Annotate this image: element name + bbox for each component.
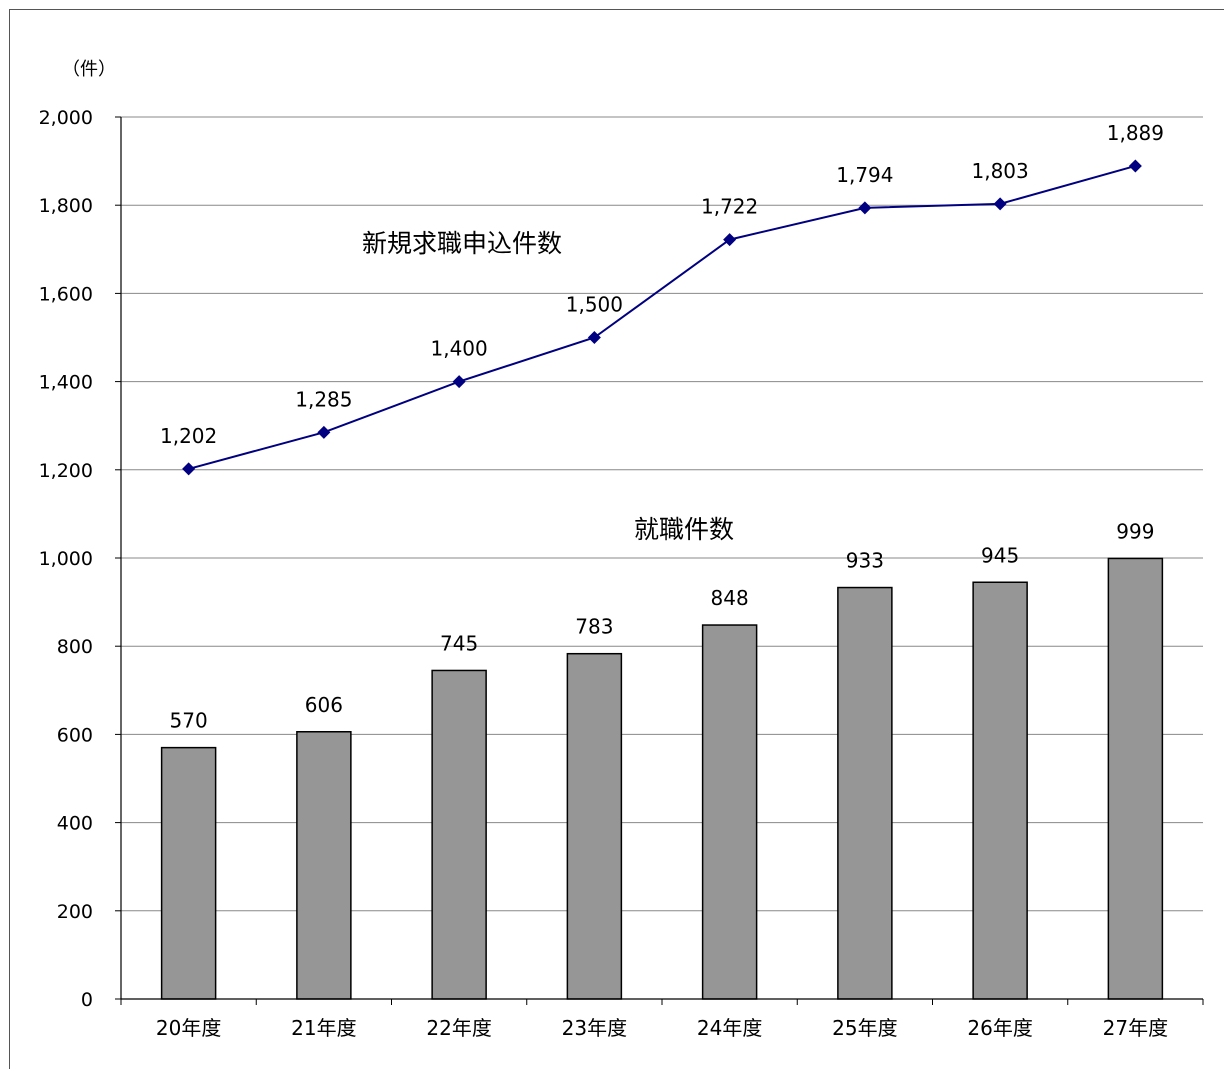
x-tick-label: 25年度 xyxy=(832,1016,897,1040)
bar xyxy=(431,669,487,1000)
y-tick-label: 1,400 xyxy=(39,372,93,394)
bar-value-label: 606 xyxy=(305,693,343,717)
line-value-label: 1,500 xyxy=(566,293,623,317)
line-point xyxy=(452,375,466,389)
bar xyxy=(296,731,352,1000)
bar-value-label: 570 xyxy=(170,709,208,733)
line-point xyxy=(1128,159,1142,173)
bar-value-label: 999 xyxy=(1116,519,1154,543)
gridlines xyxy=(121,116,1203,912)
line-point xyxy=(587,331,601,344)
line-value-label: 1,202 xyxy=(160,424,217,448)
bar-series xyxy=(160,557,1164,1000)
y-tick-label: 1,800 xyxy=(39,195,93,217)
y-tick-label: 600 xyxy=(57,724,93,746)
line-value-label: 1,400 xyxy=(430,337,487,361)
y-tick-label: 1,200 xyxy=(39,460,93,482)
y-tick-label: 800 xyxy=(57,636,93,658)
line-value-label: 1,722 xyxy=(701,195,758,219)
chart-frame xyxy=(9,9,1224,1069)
x-tick-label: 24年度 xyxy=(697,1016,762,1040)
bar-value-label: 933 xyxy=(846,549,884,573)
line-value-label: 1,285 xyxy=(295,387,352,411)
bar-series-name: 就職件数 xyxy=(634,515,734,544)
y-tick-label: 200 xyxy=(57,901,93,923)
bar-value-label: 848 xyxy=(711,586,749,610)
line-point xyxy=(723,233,737,247)
line-point xyxy=(993,197,1007,211)
x-tick-label: 23年度 xyxy=(562,1016,627,1040)
y-tick-label: 2,000 xyxy=(39,107,93,129)
x-tick-label: 21年度 xyxy=(291,1016,356,1040)
line-point xyxy=(317,425,331,439)
line-point xyxy=(858,201,872,215)
bar-value-label: 783 xyxy=(575,615,613,639)
bar xyxy=(566,652,623,1000)
bar xyxy=(160,746,217,1000)
y-tick-label: 1,000 xyxy=(39,548,93,570)
x-tick-label: 22年度 xyxy=(426,1016,491,1040)
bar xyxy=(701,624,758,1000)
line-point xyxy=(182,462,196,476)
line-value-label: 1,794 xyxy=(836,163,893,187)
bar xyxy=(837,586,893,1000)
bar-value-label: 945 xyxy=(981,543,1019,567)
data-labels: 570 606 745 783 848 933 945 999 1,202 1,285 1,400 1… xyxy=(160,121,1164,733)
y-tick-label: 0 xyxy=(81,989,93,1011)
line-series-name: 新規求職申込件数 xyxy=(362,229,562,258)
line-value-label: 1,889 xyxy=(1107,121,1164,145)
bar xyxy=(972,581,1028,1000)
line-value-label: 1,803 xyxy=(971,159,1028,183)
bar-value-label: 745 xyxy=(440,631,478,655)
series-line xyxy=(188,164,1136,470)
x-tick-label: 27年度 xyxy=(1103,1016,1168,1040)
line-series xyxy=(182,159,1142,476)
axes: 0 200 400 600 800 1,000 1,200 1,400 1,600 1,800 2,… xyxy=(39,107,1204,1040)
x-tick-label: 20年度 xyxy=(156,1016,221,1040)
y-tick-label: 400 xyxy=(57,813,93,835)
y-unit-label: （件） xyxy=(62,59,116,80)
y-tick-label: 1,600 xyxy=(39,283,93,305)
x-tick-label: 26年度 xyxy=(967,1016,1032,1040)
bar xyxy=(1107,557,1164,1000)
